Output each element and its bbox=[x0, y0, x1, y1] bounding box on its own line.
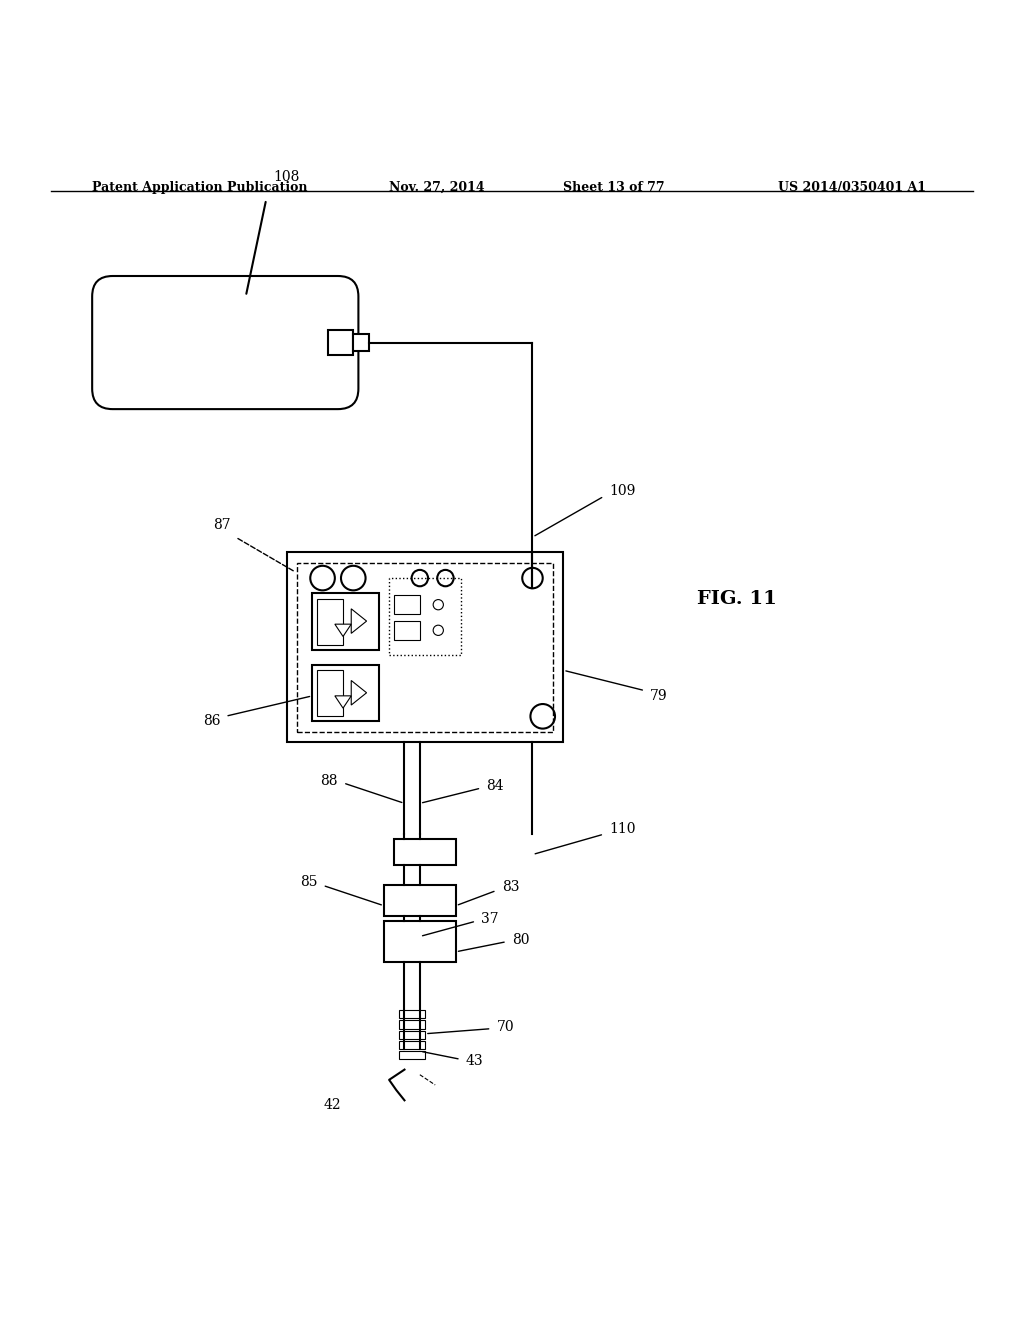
Text: 109: 109 bbox=[609, 484, 636, 498]
Bar bbox=[384, 886, 456, 916]
Text: 80: 80 bbox=[512, 932, 529, 946]
Bar bbox=[399, 1031, 425, 1039]
Bar bbox=[394, 622, 420, 639]
Text: 86: 86 bbox=[203, 714, 220, 729]
Bar bbox=[287, 553, 563, 742]
Text: 87: 87 bbox=[213, 517, 230, 532]
Text: 42: 42 bbox=[324, 1098, 342, 1113]
Bar bbox=[399, 1051, 425, 1060]
Bar bbox=[394, 595, 420, 614]
Bar bbox=[317, 671, 343, 717]
Bar bbox=[317, 598, 343, 644]
Bar bbox=[389, 578, 461, 655]
Text: 84: 84 bbox=[486, 779, 504, 793]
Text: FIG. 11: FIG. 11 bbox=[697, 590, 777, 607]
Polygon shape bbox=[335, 696, 351, 708]
Text: Patent Application Publication: Patent Application Publication bbox=[92, 181, 307, 194]
Text: 108: 108 bbox=[273, 170, 300, 183]
Text: 43: 43 bbox=[466, 1055, 483, 1068]
Bar bbox=[399, 1010, 425, 1019]
Text: 88: 88 bbox=[321, 774, 338, 788]
Text: Sheet 13 of 77: Sheet 13 of 77 bbox=[563, 181, 665, 194]
Bar bbox=[384, 921, 456, 962]
Text: 85: 85 bbox=[300, 875, 317, 890]
Text: 37: 37 bbox=[481, 912, 499, 927]
FancyBboxPatch shape bbox=[92, 276, 358, 409]
Bar bbox=[328, 330, 353, 355]
Bar bbox=[297, 562, 553, 731]
Bar bbox=[399, 1041, 425, 1049]
Text: 110: 110 bbox=[609, 822, 636, 836]
Text: Nov. 27, 2014: Nov. 27, 2014 bbox=[389, 181, 484, 194]
Bar bbox=[399, 1020, 425, 1028]
Text: 79: 79 bbox=[650, 689, 668, 702]
Bar bbox=[312, 594, 379, 649]
Bar bbox=[353, 334, 369, 351]
Text: US 2014/0350401 A1: US 2014/0350401 A1 bbox=[778, 181, 927, 194]
Polygon shape bbox=[335, 624, 351, 636]
Polygon shape bbox=[351, 681, 367, 705]
Bar bbox=[312, 665, 379, 722]
Polygon shape bbox=[351, 609, 367, 634]
Bar bbox=[394, 840, 456, 865]
Text: 70: 70 bbox=[497, 1019, 514, 1034]
Text: 83: 83 bbox=[502, 880, 519, 895]
